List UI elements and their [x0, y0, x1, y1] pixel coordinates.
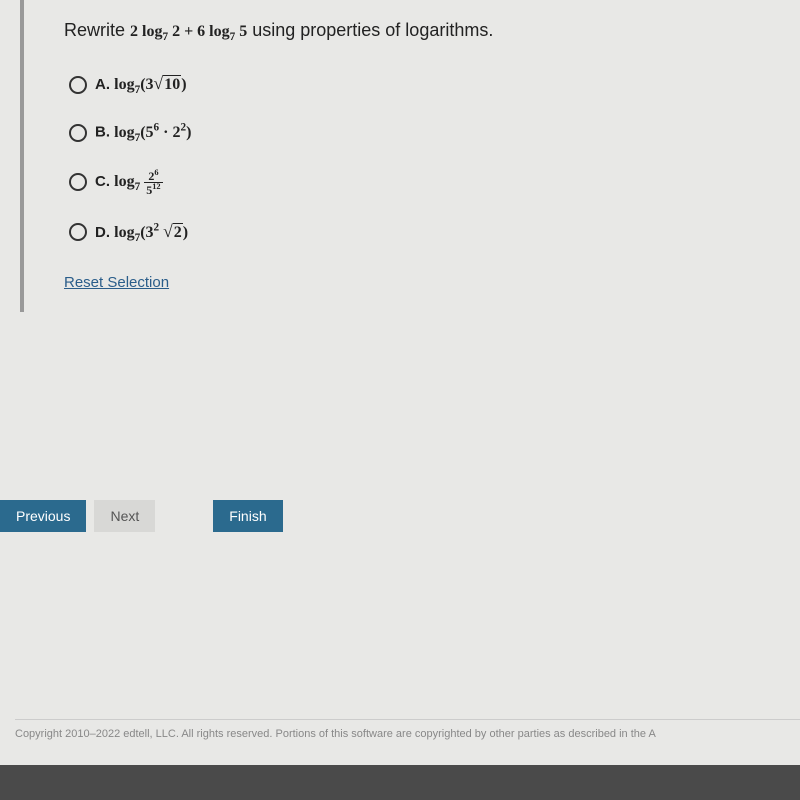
option-letter: D. [95, 224, 110, 241]
option-letter: A. [95, 76, 110, 93]
option-a[interactable]: A. log7(3√10) [69, 73, 770, 96]
option-b[interactable]: B. log7(56 · 22) [69, 121, 770, 144]
option-b-label: B. log7(56 · 22) [95, 121, 191, 144]
previous-button[interactable]: Previous [0, 500, 86, 532]
option-c-label: C. log7 26512 [95, 169, 163, 196]
copyright-text: Copyright 2010–2022 edtell, LLC. All rig… [15, 719, 800, 740]
radio-icon [69, 223, 87, 241]
option-d[interactable]: D. log7(32 √2) [69, 221, 770, 244]
option-a-label: A. log7(3√10) [95, 73, 187, 96]
question-container: Rewrite 2 log7 2 + 6 log7 5 using proper… [20, 0, 800, 312]
radio-icon [69, 124, 87, 142]
option-letter: B. [95, 124, 110, 141]
option-a-math: log7(3√10) [114, 76, 186, 93]
option-c[interactable]: C. log7 26512 [69, 169, 770, 196]
radio-icon [69, 76, 87, 94]
next-button[interactable]: Next [94, 500, 155, 532]
options-group: A. log7(3√10) B. log7(56 · 22) C. log7 2… [69, 73, 770, 244]
option-letter: C. [95, 173, 110, 190]
option-c-math: log7 26512 [114, 173, 162, 190]
nav-buttons: Previous Next Finish [0, 500, 283, 532]
reset-selection-link[interactable]: Reset Selection [64, 274, 169, 291]
option-d-math: log7(32 √2) [114, 224, 188, 241]
question-prompt: Rewrite 2 log7 2 + 6 log7 5 using proper… [64, 20, 770, 43]
option-d-label: D. log7(32 √2) [95, 221, 188, 244]
bottom-bar [0, 765, 800, 800]
option-b-math: log7(56 · 22) [114, 124, 191, 141]
prompt-prefix: Rewrite [64, 20, 130, 40]
prompt-suffix: using properties of logarithms. [247, 20, 493, 40]
prompt-math: 2 log7 2 + 6 log7 5 [130, 23, 247, 40]
finish-button[interactable]: Finish [213, 500, 282, 532]
radio-icon [69, 173, 87, 191]
